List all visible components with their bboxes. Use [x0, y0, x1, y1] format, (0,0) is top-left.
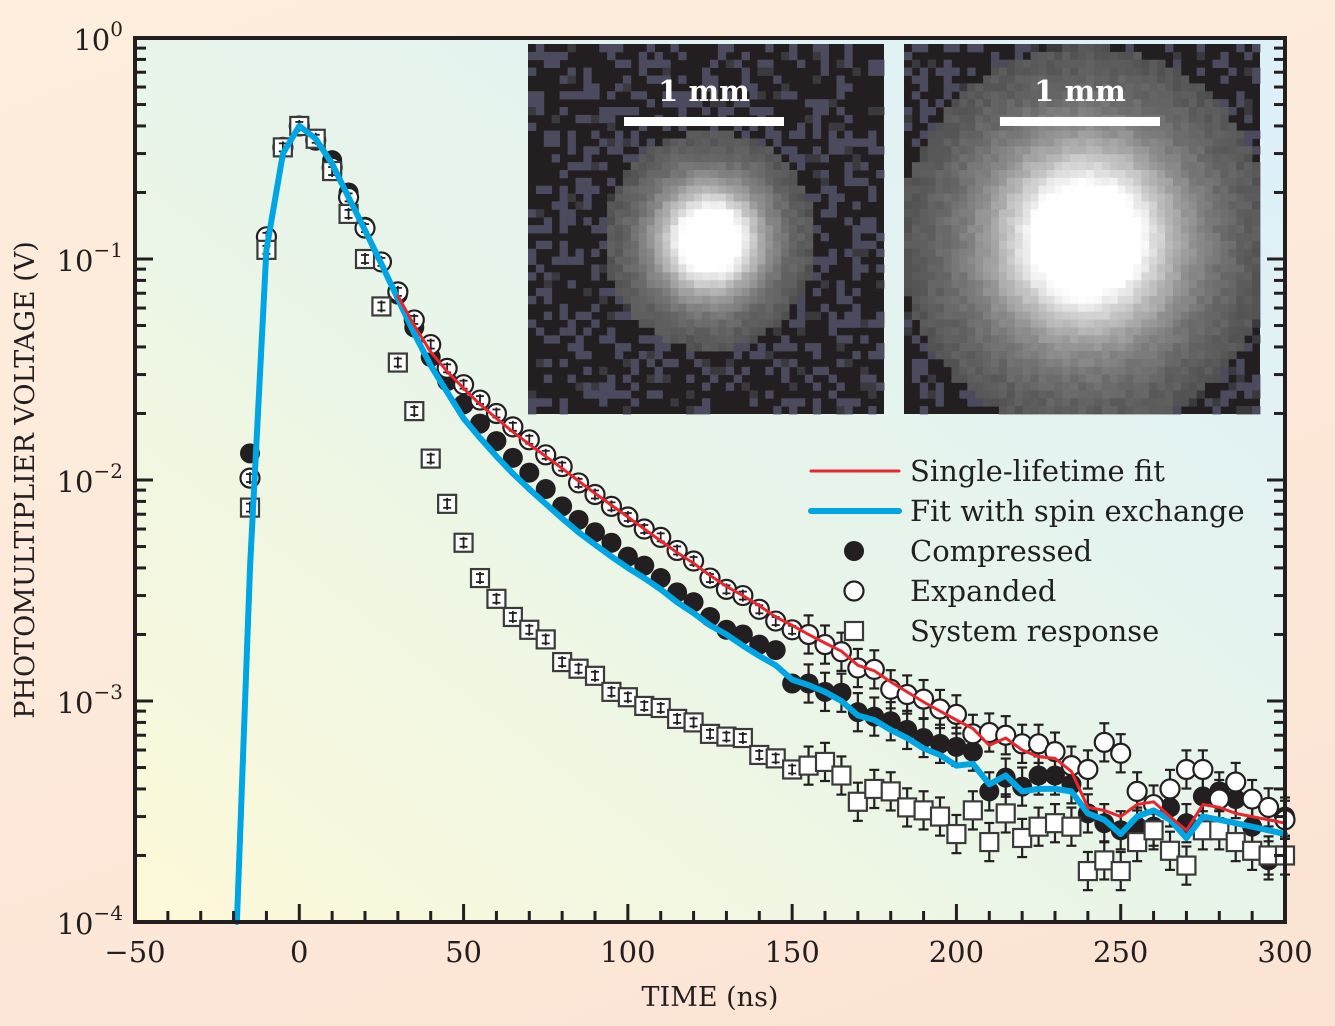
data-point — [1127, 831, 1148, 853]
data-point — [1176, 855, 1197, 876]
data-point — [519, 462, 540, 483]
data-point — [1044, 741, 1066, 763]
data-point — [946, 823, 967, 845]
data-point — [1192, 758, 1214, 781]
data-point — [634, 555, 655, 576]
data-point — [930, 733, 950, 754]
legend-item: Compressed — [844, 534, 1092, 568]
legend-label: System response — [910, 614, 1159, 648]
data-point — [995, 803, 1016, 824]
legend-marker-swatch — [843, 580, 865, 602]
legend-item: System response — [843, 614, 1159, 648]
lines-layer — [233, 122, 1288, 925]
scale-bar — [1000, 117, 1160, 126]
data-point — [1225, 831, 1246, 853]
legend: Single-lifetime fit Fit with spin exchang… — [808, 454, 1245, 648]
data-point — [1077, 860, 1098, 882]
data-point — [486, 431, 507, 452]
x-tick-label: −50 — [104, 935, 165, 969]
data-point — [880, 781, 901, 802]
legend-item: Expanded — [843, 574, 1056, 608]
y-axis-title: PHOTOMULTIPLIER VOLTAGE (V) — [10, 241, 41, 719]
legend-label: Single-lifetime fit — [910, 454, 1165, 488]
data-point — [814, 751, 836, 773]
data-point — [1093, 731, 1115, 753]
series-system-response — [239, 115, 1296, 892]
axes: −50 0 50 100 150 200 250 300 100 10−1 10−2 10−3 10−4 — [57, 17, 1313, 969]
legend-label: Expanded — [910, 574, 1056, 608]
legend-item: Single-lifetime fit — [809, 454, 1165, 488]
y-tick-label: 10−2 — [57, 459, 123, 499]
scale-bar — [624, 117, 784, 126]
expanded-cloud-image: 1 mm — [904, 44, 1261, 415]
x-tick-label: 100 — [600, 935, 655, 969]
data-point — [1110, 860, 1131, 882]
x-tick-label: 0 — [290, 935, 308, 969]
data-point — [1242, 840, 1263, 861]
y-tick-label: 10−3 — [57, 680, 123, 720]
legend-marker-swatch — [843, 620, 865, 642]
data-point — [798, 755, 819, 776]
x-tick-label: 50 — [445, 935, 482, 969]
data-point — [913, 800, 934, 821]
x-tick-label: 200 — [929, 935, 984, 969]
compressed-cloud-image: 1 mm — [528, 44, 885, 415]
data-point — [1012, 827, 1033, 849]
data-point — [1126, 780, 1148, 802]
data-point — [864, 778, 885, 800]
data-point — [946, 736, 967, 757]
inset-pixels — [528, 44, 885, 415]
y-tick-label: 10−1 — [57, 238, 123, 278]
data-point — [929, 806, 951, 827]
line-spin-exchange — [233, 122, 1288, 925]
y-tick-label: 100 — [73, 17, 123, 57]
data-point — [535, 479, 556, 500]
data-point — [979, 831, 1000, 853]
x-tick-label: 150 — [764, 935, 819, 969]
data-point — [1077, 758, 1099, 781]
data-point — [979, 781, 1000, 802]
inset-pixels — [904, 44, 1261, 415]
legend-marker-swatch — [844, 541, 864, 561]
data-point — [1061, 816, 1082, 837]
legend-label: Compressed — [910, 534, 1092, 568]
x-tick-label: 300 — [1257, 935, 1312, 969]
line-single-lifetime — [396, 294, 1287, 832]
y-tick-label: 10−4 — [57, 901, 123, 941]
data-point — [601, 532, 622, 553]
data-point — [1159, 778, 1181, 800]
x-tick-label: 250 — [1093, 935, 1148, 969]
data-point — [962, 800, 983, 821]
data-point — [1257, 796, 1280, 819]
data-point — [1241, 788, 1263, 810]
data-point — [502, 447, 523, 468]
scale-bar-label: 1 mm — [1034, 74, 1126, 108]
data-point — [1192, 786, 1213, 807]
data-point — [897, 797, 918, 818]
legend-label: Fit with spin exchange — [910, 494, 1245, 528]
legend-item: Fit with spin exchange — [808, 494, 1245, 528]
data-point — [1110, 742, 1132, 764]
data-point — [1159, 840, 1181, 861]
data-point — [1028, 765, 1049, 786]
data-point — [1225, 771, 1247, 793]
data-point — [1044, 813, 1066, 834]
scale-bar-label: 1 mm — [658, 74, 750, 108]
x-axis-title: TIME (ns) — [642, 982, 779, 1013]
data-point — [847, 791, 868, 812]
data-point — [1094, 850, 1115, 871]
data-point — [1028, 816, 1049, 837]
data-point — [765, 640, 786, 661]
data-point — [1143, 820, 1164, 841]
insets: 1 mm 1 mm — [528, 44, 1261, 415]
data-point — [831, 765, 852, 786]
